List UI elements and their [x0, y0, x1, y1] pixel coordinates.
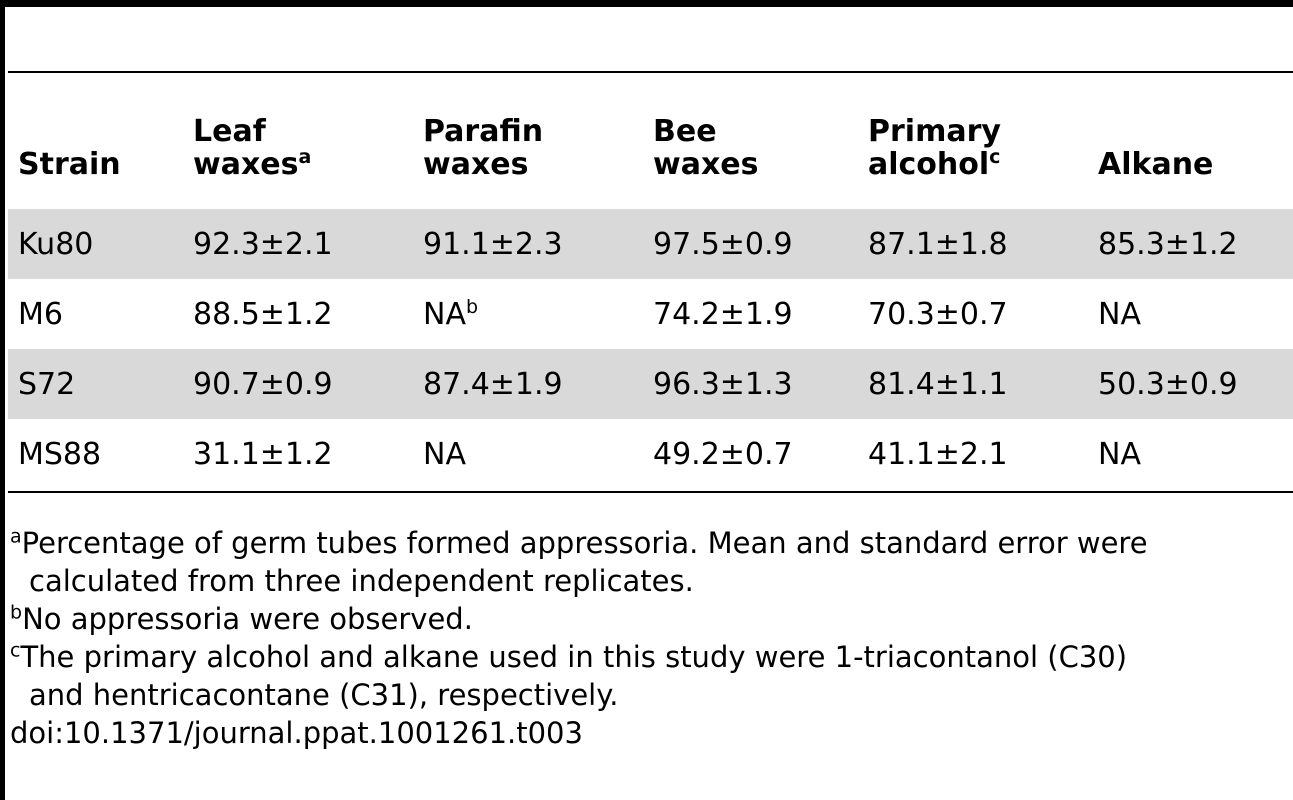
cell-value: 85.3±1.2 [1098, 226, 1238, 262]
cell-value: 81.4±1.1 [868, 366, 1008, 402]
footnote-text-cont: and hentricacontane (C31), respectively. [29, 678, 619, 712]
value-cell: 41.1±2.1 [868, 419, 1098, 489]
footnote-text: No appressoria were observed. [22, 602, 473, 636]
value-cell: 88.5±1.2 [193, 279, 423, 349]
value-cell: 50.3±0.9 [1098, 349, 1293, 419]
value-cell: 87.4±1.9 [423, 349, 653, 419]
footnote-marker: a [10, 525, 22, 548]
value-cell: NA [1098, 419, 1293, 489]
value-cell: NA [1098, 279, 1293, 349]
footnote-marker: b [465, 295, 479, 318]
value-cell: 97.5±0.9 [653, 209, 868, 279]
cell-value: NA [423, 296, 466, 332]
cell-value: 87.4±1.9 [423, 366, 563, 402]
value-cell: 87.1±1.8 [868, 209, 1098, 279]
column-header: Leaf waxesa [193, 73, 423, 209]
footnote-marker: b [10, 601, 23, 624]
value-cell: 91.1±2.3 [423, 209, 653, 279]
table-bottom-rule [8, 491, 1293, 493]
value-cell: 81.4±1.1 [868, 349, 1098, 419]
header-line2: Strain [18, 147, 121, 182]
cell-value: 50.3±0.9 [1098, 366, 1238, 402]
table-body: Ku80 92.3±2.1 91.1±2.3 97.5±0.9 87.1±1.8 85.3… [8, 209, 1293, 489]
header-line1: Bee [653, 114, 717, 149]
footnote-text: The primary alcohol and alkane used in t… [20, 640, 1128, 674]
header-line1: Parafin [423, 114, 544, 149]
header-line2: waxes [653, 147, 759, 182]
column-header: Bee waxes [653, 73, 868, 209]
header-line1: Primary [868, 114, 1001, 149]
value-cell: 74.2±1.9 [653, 279, 868, 349]
header-line1: Leaf [193, 114, 266, 149]
column-header: Parafin waxes [423, 73, 653, 209]
cell-value: 87.1±1.8 [868, 226, 1008, 262]
value-cell: 70.3±0.7 [868, 279, 1098, 349]
value-cell: 49.2±0.7 [653, 419, 868, 489]
value-cell: 92.3±2.1 [193, 209, 423, 279]
value-cell: NA [423, 419, 653, 489]
footnote-marker: c [10, 639, 21, 662]
cell-value: Ku80 [18, 226, 94, 262]
cell-value: MS88 [18, 436, 102, 472]
cell-value: 92.3±2.1 [193, 226, 333, 262]
left-border [0, 0, 5, 800]
footnote-marker: a [298, 146, 312, 168]
cell-value: 91.1±2.3 [423, 226, 563, 262]
cell-value: 74.2±1.9 [653, 296, 793, 332]
header-row: Strain Leaf waxesa Parafin waxes Bee waxes Prim… [8, 73, 1293, 209]
cell-value: 31.1±1.2 [193, 436, 333, 472]
doi-line: doi:10.1371/journal.ppat.1001261.t003 [10, 716, 583, 750]
strain-cell: S72 [8, 349, 193, 419]
cell-value: NA [1098, 296, 1141, 332]
value-cell: NAb [423, 279, 653, 349]
header-line2: alcohol [868, 147, 990, 182]
cell-value: NA [1098, 436, 1141, 472]
cell-value: 41.1±2.1 [868, 436, 1008, 472]
footnote-marker: c [989, 146, 1001, 168]
column-header: Strain [8, 73, 193, 209]
strain-cell: Ku80 [8, 209, 193, 279]
data-table: Strain Leaf waxesa Parafin waxes Bee waxes Prim… [8, 73, 1293, 489]
cell-value: NA [423, 436, 466, 472]
footnote-text: Percentage of germ tubes formed appresso… [21, 526, 1148, 560]
table-row: S72 90.7±0.9 87.4±1.9 96.3±1.3 81.4±1.1 50.3±… [8, 349, 1293, 419]
header-line2: waxes [193, 147, 299, 182]
cell-value: 49.2±0.7 [653, 436, 793, 472]
footnote: cThe primary alcohol and alkane used in … [10, 638, 1293, 714]
cell-value: S72 [18, 366, 76, 402]
value-cell: 90.7±0.9 [193, 349, 423, 419]
top-border [0, 0, 1293, 7]
value-cell: 96.3±1.3 [653, 349, 868, 419]
footnote: aPercentage of germ tubes formed appress… [10, 524, 1293, 600]
column-header: Primary alcoholc [868, 73, 1098, 209]
value-cell: 85.3±1.2 [1098, 209, 1293, 279]
header-line2: waxes [423, 147, 529, 182]
value-cell: 31.1±1.2 [193, 419, 423, 489]
footnote-text-cont: calculated from three independent replic… [29, 564, 694, 598]
cell-value: 88.5±1.2 [193, 296, 333, 332]
footnote: bNo appressoria were observed. [10, 600, 1293, 638]
cell-value: M6 [18, 296, 63, 332]
header-line2: Alkane [1098, 147, 1214, 182]
cell-value: 96.3±1.3 [653, 366, 793, 402]
header-top-rule [8, 71, 1293, 73]
footnotes: aPercentage of germ tubes formed appress… [10, 524, 1293, 752]
cell-value: 70.3±0.7 [868, 296, 1008, 332]
cell-value: 97.5±0.9 [653, 226, 793, 262]
strain-cell: M6 [8, 279, 193, 349]
table-row: Ku80 92.3±2.1 91.1±2.3 97.5±0.9 87.1±1.8 85.3… [8, 209, 1293, 279]
table-row: MS88 31.1±1.2 NA 49.2±0.7 41.1±2.1 NA [8, 419, 1293, 489]
column-header: Alkane [1098, 73, 1293, 209]
cell-value: 90.7±0.9 [193, 366, 333, 402]
strain-cell: MS88 [8, 419, 193, 489]
table-row: M6 88.5±1.2 NAb 74.2±1.9 70.3±0.7 NA [8, 279, 1293, 349]
